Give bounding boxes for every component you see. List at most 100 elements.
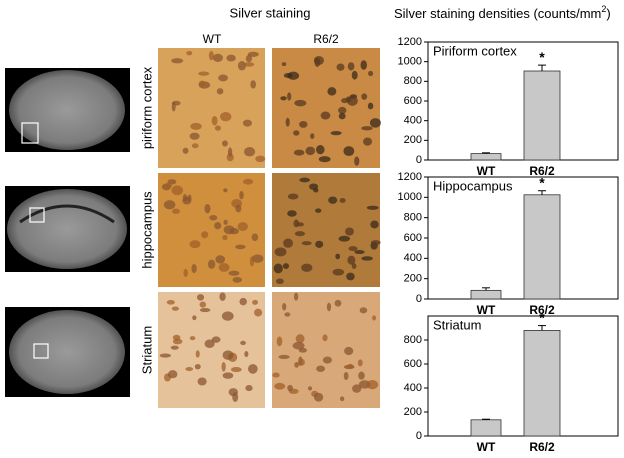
bar <box>523 194 561 300</box>
cell <box>171 102 176 112</box>
x-tick-label: WT <box>477 164 496 178</box>
cell <box>245 54 253 63</box>
cell <box>163 200 176 210</box>
cell <box>294 231 306 237</box>
cell <box>339 396 345 402</box>
cell <box>247 364 258 374</box>
cell <box>366 380 379 390</box>
cell <box>237 60 246 71</box>
bar <box>523 70 561 161</box>
x-tick-label: WT <box>477 440 496 454</box>
cell <box>251 233 259 242</box>
cell <box>247 51 259 57</box>
mri-panels <box>5 68 130 397</box>
cell <box>370 220 379 229</box>
plot-frame <box>427 41 619 161</box>
y-tick-label: 1200 <box>398 171 422 183</box>
cell <box>191 143 199 149</box>
cell <box>172 208 180 214</box>
error-bar <box>482 418 490 420</box>
cell <box>252 299 259 305</box>
cell <box>212 53 223 62</box>
y-tick-label: 0 <box>416 154 422 166</box>
cell <box>369 118 381 128</box>
cell <box>198 80 206 88</box>
cell <box>223 219 228 225</box>
cell <box>228 270 240 276</box>
cell <box>366 205 379 210</box>
cell <box>274 382 286 390</box>
cell <box>171 58 184 64</box>
cell <box>287 210 297 217</box>
cell <box>310 133 315 139</box>
cell <box>199 307 211 313</box>
y-tick-label: 800 <box>404 334 422 346</box>
cell <box>222 234 228 241</box>
cell <box>368 70 374 77</box>
cell <box>360 60 367 70</box>
cell <box>293 292 299 301</box>
cell <box>338 235 351 242</box>
cell <box>275 278 284 285</box>
y-tick-label: 1200 <box>398 36 422 48</box>
cell <box>244 147 256 157</box>
cell <box>199 301 207 308</box>
cell <box>307 386 313 391</box>
cell <box>226 54 236 62</box>
cell <box>320 111 331 120</box>
cell <box>351 70 358 80</box>
cell <box>276 336 283 347</box>
significance-mark: * <box>539 174 545 190</box>
cell <box>183 268 188 278</box>
row-label: Striatum <box>139 326 154 374</box>
cell <box>182 147 189 154</box>
cell <box>361 126 373 131</box>
x-tick-label: R6/2 <box>529 303 555 317</box>
cell <box>197 377 207 386</box>
cell <box>318 156 331 163</box>
cell <box>347 62 355 71</box>
cell <box>359 307 368 314</box>
x-tick-label: WT <box>477 303 496 317</box>
cell <box>287 193 299 200</box>
cell <box>194 363 201 370</box>
cell <box>245 385 253 392</box>
cell <box>357 359 363 367</box>
cell <box>209 214 218 221</box>
cell <box>196 294 205 301</box>
y-tick-label: 0 <box>416 430 422 442</box>
cell <box>230 366 242 373</box>
cell <box>346 272 355 281</box>
cell <box>332 268 345 276</box>
cell <box>347 363 354 369</box>
cell <box>327 87 337 96</box>
cell <box>211 336 221 343</box>
cell <box>192 315 197 321</box>
plot-frame <box>427 176 619 300</box>
bar <box>470 153 502 161</box>
cell <box>326 302 332 312</box>
cell <box>195 350 200 358</box>
cell <box>249 256 254 267</box>
cell <box>218 263 230 272</box>
cell <box>254 308 263 317</box>
error-bar <box>538 190 546 195</box>
y-tick-label: 1000 <box>398 191 422 203</box>
cell <box>222 372 234 379</box>
cell <box>293 149 305 156</box>
micrograph <box>272 173 380 287</box>
cell <box>166 299 175 305</box>
cell <box>186 50 193 56</box>
cell <box>343 372 349 381</box>
y-tick-label: 1000 <box>398 56 422 68</box>
cell <box>282 263 290 269</box>
cell <box>295 334 305 344</box>
cell <box>235 244 246 250</box>
error-bar <box>482 287 490 291</box>
cell <box>294 99 307 107</box>
cell <box>189 336 196 341</box>
y-tick-label: 600 <box>404 95 422 107</box>
cell <box>273 263 283 274</box>
cell <box>354 250 365 255</box>
cell <box>296 222 304 227</box>
